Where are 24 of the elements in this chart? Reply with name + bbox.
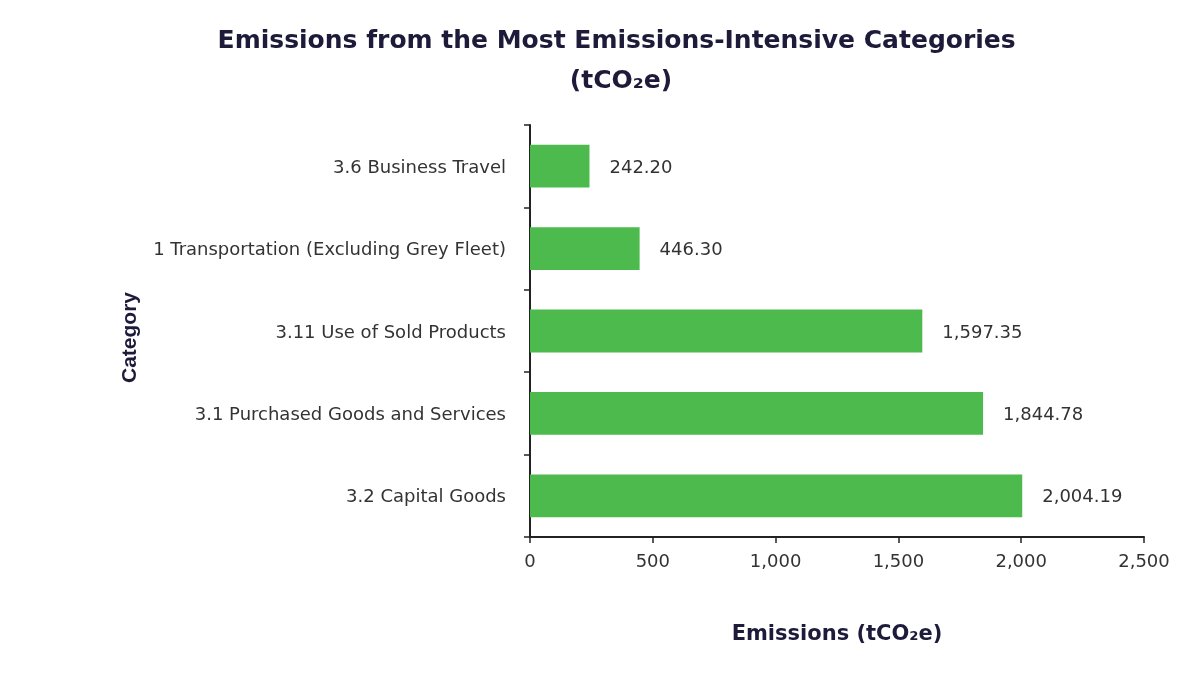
- bar: [530, 144, 590, 188]
- y-tick-label: 3.1 Purchased Goods and Services: [194, 402, 506, 424]
- x-tick-label: 500: [635, 549, 670, 571]
- bar: [530, 391, 984, 435]
- y-tick-label: 3.2 Capital Goods: [346, 485, 506, 507]
- bar: [530, 309, 923, 353]
- data-label: 446.30: [659, 238, 723, 260]
- y-tick-label: 3.6 Business Travel: [333, 155, 506, 177]
- y-tick-label: 1 Transportation (Excluding Grey Fleet): [153, 238, 506, 260]
- data-label: 2,004.19: [1042, 485, 1123, 507]
- y-axis-title: Category: [117, 291, 140, 384]
- bar: [530, 474, 1023, 518]
- chart-title: Emissions from the Most Emissions-Intensive Categories (tCO₂e): [217, 24, 1025, 94]
- data-label: 1,844.78: [1003, 402, 1084, 424]
- x-axis-title: Emissions (tCO₂e): [731, 620, 943, 645]
- x-tick-label: 2,000: [995, 549, 1047, 571]
- x-tick-label: 1,500: [872, 549, 925, 571]
- x-tick-label: 0: [524, 549, 536, 571]
- x-tick-label: 1,000: [749, 549, 802, 571]
- x-tick-label: 2,500: [1118, 549, 1170, 571]
- data-label: 242.20: [609, 155, 673, 177]
- bar: [530, 227, 640, 271]
- y-tick-label: 3.11 Use of Sold Products: [275, 320, 506, 342]
- data-label: 1,597.35: [942, 320, 1023, 342]
